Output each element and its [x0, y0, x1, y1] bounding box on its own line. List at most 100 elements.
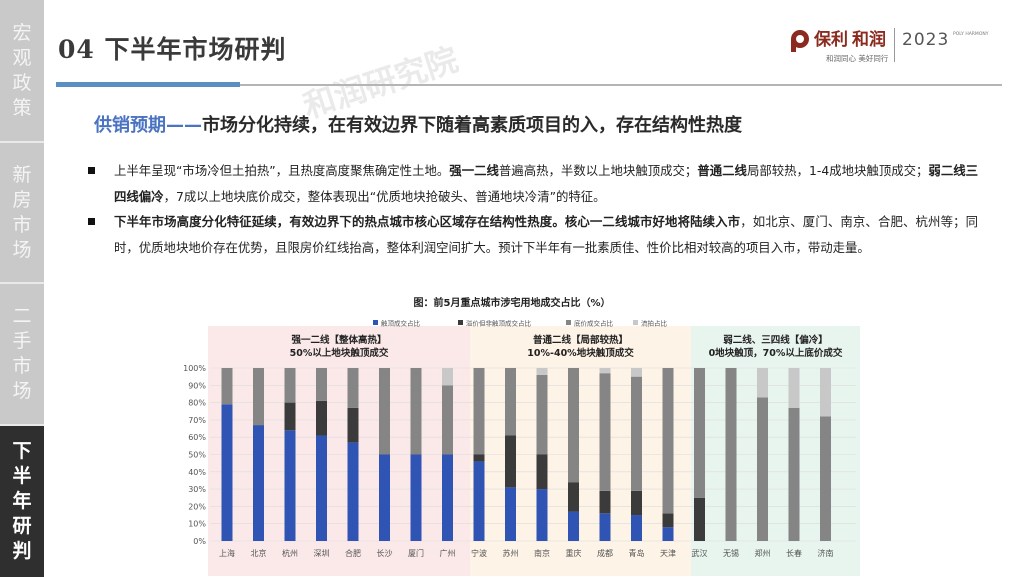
group-sublabel: 10%-40%地块触顶成交: [527, 347, 634, 359]
nav-item-label: 新房市场: [12, 163, 32, 261]
bar-segment: [757, 368, 768, 398]
x-tick-label: 郑州: [755, 548, 771, 558]
legend-label: 流拍占比: [641, 319, 668, 328]
bar-segment: [505, 487, 516, 541]
x-tick-label: 杭州: [282, 548, 298, 558]
bar-segment: [536, 368, 548, 375]
x-tick-label: 深圳: [314, 548, 330, 558]
nav-item-label: 二手市场: [12, 305, 32, 402]
bar-segment: [253, 425, 264, 541]
bar-segment: [505, 368, 516, 436]
bar-segment: [410, 368, 422, 455]
bullet-text: 上半年呈现“市场冷但土拍热”，且热度高度聚焦确定性土地。强一二线普遍高热，半数以…: [114, 163, 979, 204]
bar-segment: [599, 490, 611, 514]
bullet-square-icon: [88, 167, 95, 174]
bullet-paragraph: 上半年呈现“市场冷但土拍热”，且热度高度聚焦确定性土地。强一二线普遍高热，半数以…: [88, 158, 979, 209]
bar-segment: [757, 397, 768, 541]
bar-segment: [473, 368, 485, 455]
bar-segment: [694, 497, 705, 541]
y-tick-label: 60%: [188, 433, 206, 442]
bar-segment: [568, 368, 579, 483]
bar-segment: [536, 374, 548, 455]
logo-slogan: 和润同心 美好同行: [826, 53, 889, 63]
bar-segment: [599, 373, 611, 491]
legend-swatch: [458, 320, 463, 325]
group-background: [208, 326, 470, 576]
bar-segment: [442, 368, 453, 386]
bar-segment: [820, 368, 831, 417]
bar-segment: [410, 454, 422, 541]
bar-segment: [505, 435, 516, 488]
bar-segment: [316, 368, 327, 401]
poly-logo-icon: [791, 30, 809, 52]
bar-segment: [568, 482, 579, 512]
bar-segment: [316, 400, 327, 436]
bar-segment: [662, 527, 674, 541]
bar-segment: [568, 511, 579, 541]
y-tick-label: 90%: [188, 381, 206, 390]
bullet-square-icon: [88, 218, 95, 225]
bar-segment: [379, 454, 390, 541]
bar-segment: [473, 461, 485, 541]
y-tick-label: 10%: [188, 520, 206, 529]
logo-en: POLY HARMONY: [953, 31, 989, 37]
x-tick-label: 重庆: [566, 548, 582, 558]
x-tick-label: 成都: [597, 548, 613, 558]
x-tick-label: 济南: [818, 548, 834, 558]
x-tick-label: 长沙: [377, 548, 393, 558]
y-tick-label: 40%: [188, 468, 206, 477]
x-tick-label: 武汉: [692, 548, 708, 558]
y-tick-label: 20%: [188, 502, 206, 511]
page-title: 04 下半年市场研判: [58, 35, 287, 64]
y-tick-label: 100%: [183, 364, 206, 373]
nav-item-macro-policy[interactable]: 宏观政策: [0, 0, 44, 143]
y-tick-label: 80%: [188, 399, 206, 408]
nav-item-new-homes[interactable]: 新房市场: [0, 143, 44, 284]
bar-segment: [221, 404, 233, 541]
logo-year: 2023: [902, 30, 949, 50]
bar-segment: [725, 368, 737, 541]
bar-segment: [662, 368, 674, 514]
bar-segment: [631, 376, 642, 491]
bullet-paragraph: 下半年市场高度分化特征延续，有效边界下的热点城市核心区域存在结构性热度。核心一二…: [88, 209, 979, 260]
bar-segment: [788, 368, 800, 408]
brand-logo: 保利 和润 2023 POLY HARMONY 和润同心 美好同行: [791, 28, 989, 63]
x-tick-label: 宁波: [471, 548, 487, 558]
x-tick-label: 厦门: [408, 548, 424, 558]
legend-label: 溢价但非触顶成交占比: [466, 319, 532, 328]
bar-segment: [347, 407, 359, 443]
y-tick-label: 50%: [188, 451, 206, 460]
bar-segment: [379, 368, 390, 455]
chart-title: 图：前5月重点城市涉宅用地成交占比（%）: [413, 298, 611, 309]
subtitle-lead: 供销预期——: [94, 115, 202, 136]
bar-segment: [631, 515, 642, 541]
x-tick-label: 北京: [251, 548, 267, 558]
bar-segment: [536, 454, 548, 490]
x-tick-label: 天津: [660, 548, 676, 558]
y-tick-label: 0%: [193, 537, 206, 546]
legend-label: 触顶成交占比: [381, 319, 421, 328]
header-accent-rule: [56, 82, 240, 87]
group-background: [691, 326, 860, 576]
section-subtitle: 供销预期——市场分化持续，在有效边界下随着高素质项目的入，存在结构性热度: [94, 111, 742, 137]
bar-segment: [284, 430, 296, 541]
legend-swatch: [373, 320, 378, 325]
x-tick-label: 苏州: [503, 548, 519, 558]
bar-segment: [347, 442, 359, 541]
bullet-text: 下半年市场高度分化特征延续，有效边界下的热点城市核心区域存在结构性热度。核心一二…: [114, 214, 979, 255]
legend-swatch: [633, 320, 638, 325]
bar-segment: [316, 435, 327, 541]
bar-segment: [284, 368, 296, 403]
nav-item-label: 宏观政策: [12, 21, 32, 119]
group-label: 弱二线、三四线【偏冷】: [723, 334, 828, 346]
nav-item-h2-outlook[interactable]: 下半年研判: [0, 426, 44, 577]
x-tick-label: 南京: [534, 548, 550, 558]
subtitle-rest: 市场分化持续，在有效边界下随着高素质项目的入，存在结构性热度: [202, 115, 742, 136]
bar-segment: [442, 454, 453, 541]
group-label: 普通二线【局部较热】: [533, 334, 628, 346]
nav-item-resale[interactable]: 二手市场: [0, 284, 44, 426]
bar-segment: [536, 489, 548, 541]
y-tick-label: 70%: [188, 416, 206, 425]
bar-segment: [473, 454, 485, 462]
bar-segment: [662, 513, 674, 528]
